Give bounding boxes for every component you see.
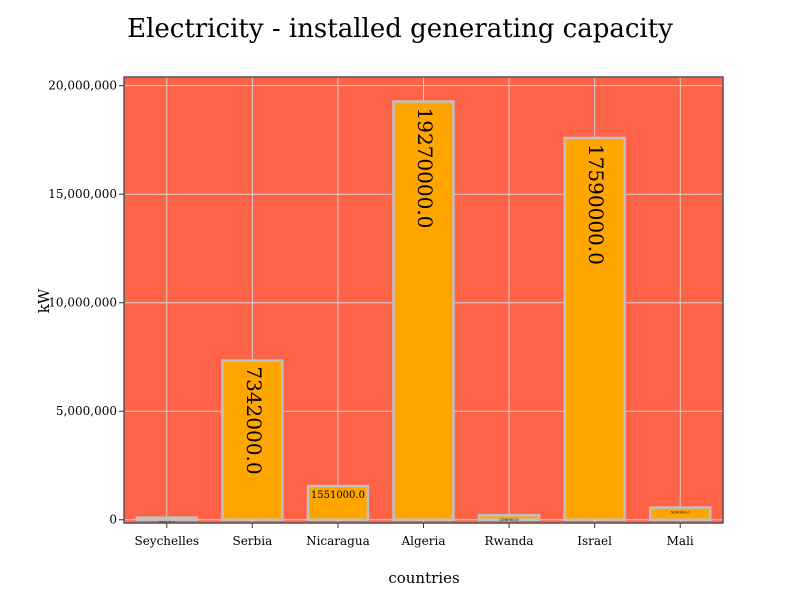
y-tick-label: 10,000,000 xyxy=(48,296,117,310)
data-label: 1551000.0 xyxy=(311,490,365,501)
data-label: 208000.0 xyxy=(500,517,520,522)
chart-title: Electricity - installed generating capac… xyxy=(127,14,673,44)
y-tick-label: 20,000,000 xyxy=(48,79,117,93)
bar-algeria xyxy=(392,100,455,521)
data-label: 95000.0 xyxy=(159,520,176,525)
x-tick-label: Mali xyxy=(667,534,694,548)
data-label: 7342000.0 xyxy=(242,366,266,474)
y-tick-label: 5,000,000 xyxy=(56,404,117,418)
data-label: 19270000.0 xyxy=(413,108,437,229)
x-axis-label: countries xyxy=(388,569,460,587)
bar-mali xyxy=(649,506,712,521)
x-tick-label: Seychelles xyxy=(134,534,199,548)
bar-serbia xyxy=(221,359,284,521)
data-label: 17590000.0 xyxy=(584,144,608,265)
x-tick-label: Serbia xyxy=(232,534,272,548)
x-tick-label: Nicaragua xyxy=(306,534,370,548)
y-tick-label: 0 xyxy=(109,513,117,527)
bar-israel xyxy=(563,136,626,521)
bar-nicaragua xyxy=(306,484,370,521)
bar-seychelles xyxy=(135,516,198,521)
bar-rwanda xyxy=(477,513,541,521)
x-tick-label: Rwanda xyxy=(485,534,534,548)
x-tick-label: Israel xyxy=(577,534,612,548)
data-label: 560000.0 xyxy=(671,510,691,515)
x-tick-label: Algeria xyxy=(400,534,445,548)
y-tick-label: 15,000,000 xyxy=(48,187,117,201)
